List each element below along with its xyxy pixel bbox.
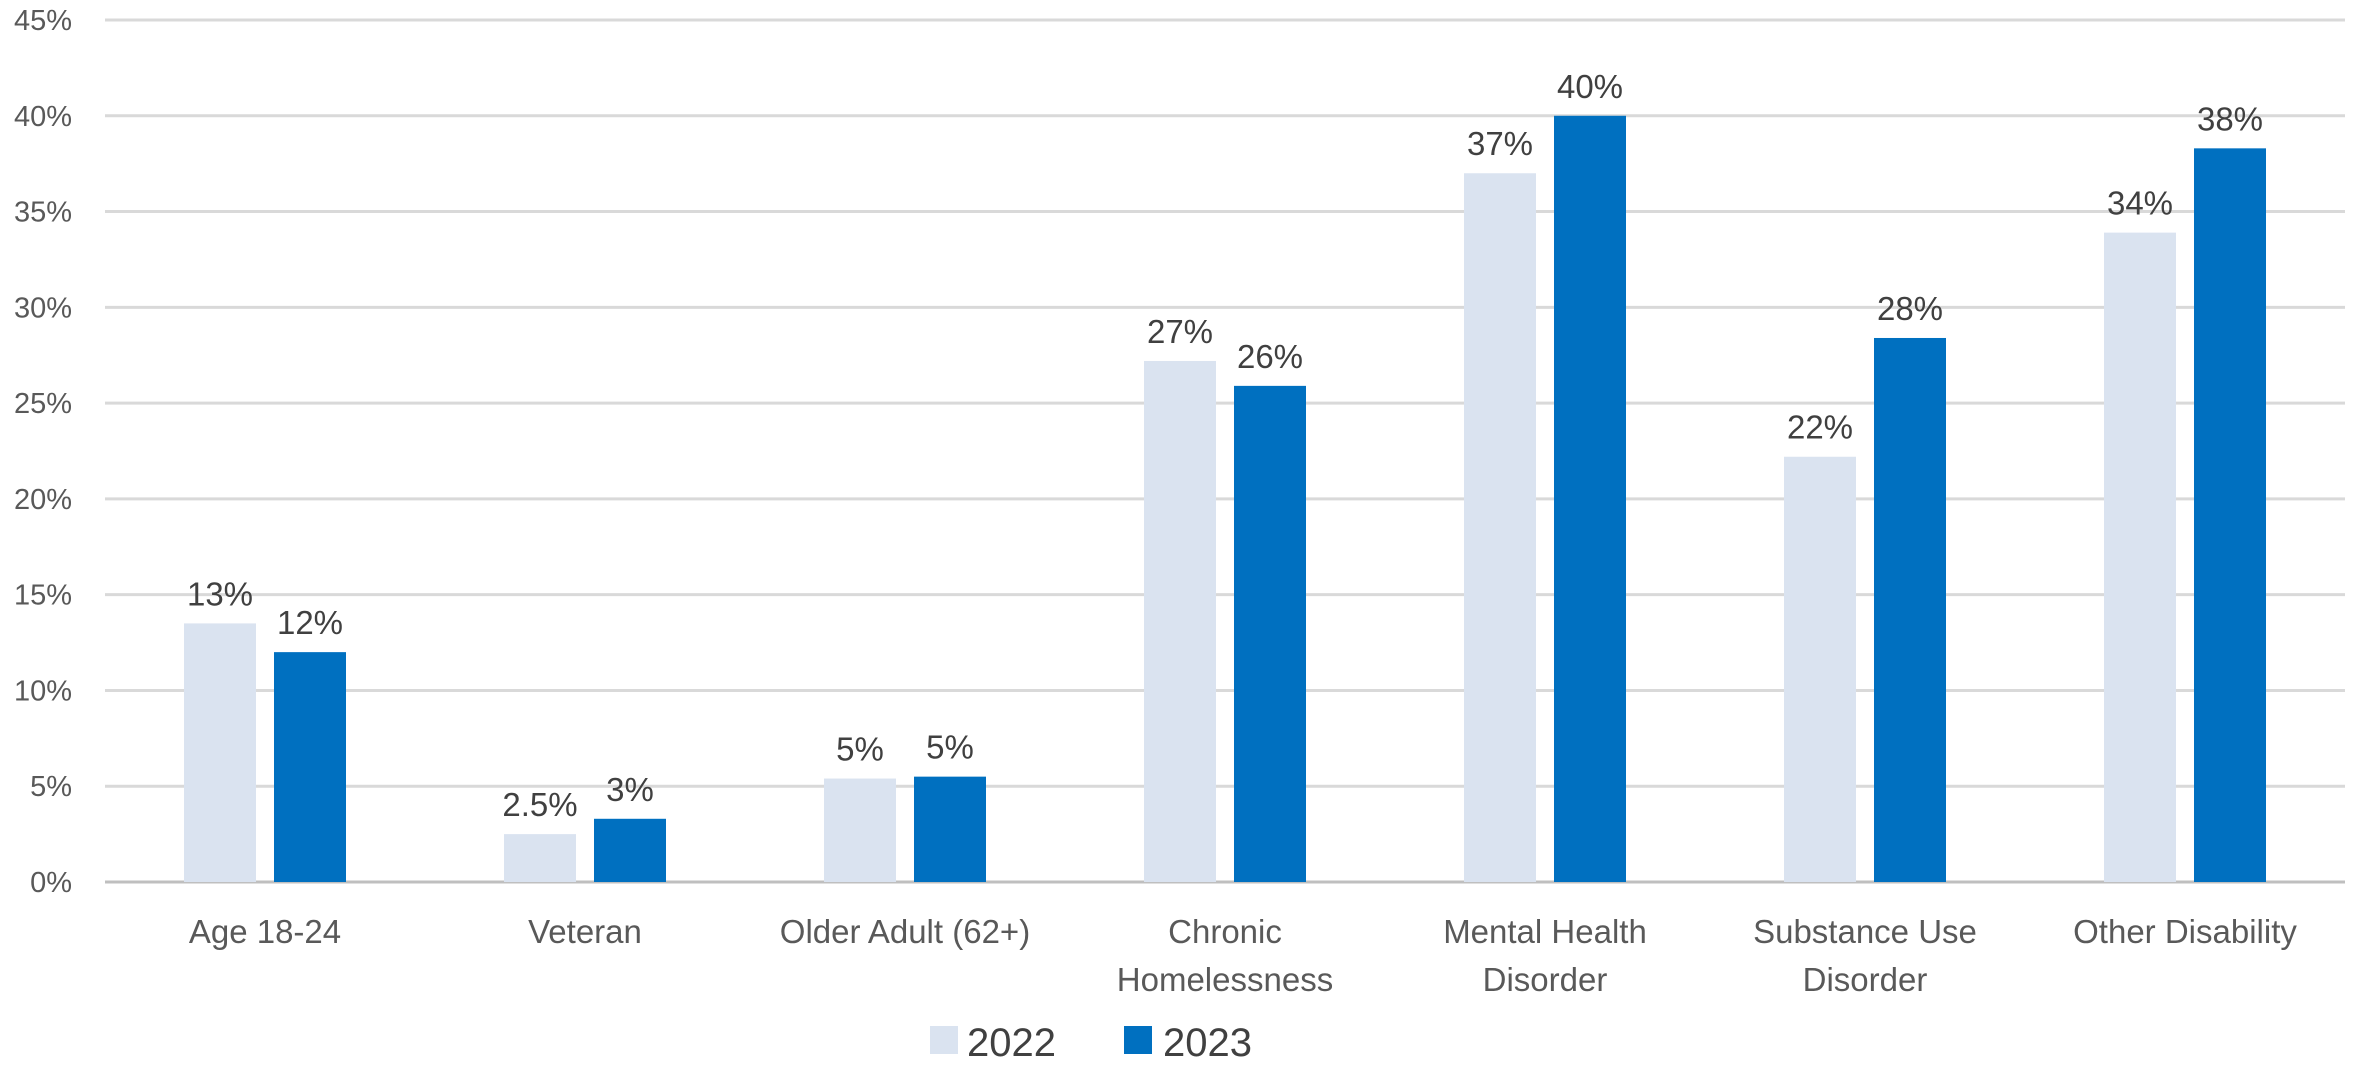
y-axis-tick-labels: 0% 5% 10% 15% 20% 25% 30% 35% 40% 45% [14, 5, 72, 899]
y-tick-label: 20% [14, 484, 72, 516]
bars [184, 115, 2266, 883]
y-tick-label: 40% [14, 101, 72, 133]
legend: 2022 2023 [930, 1021, 1252, 1065]
legend-label: 2023 [1163, 1021, 1252, 1065]
category-label: Veteran [528, 913, 642, 950]
y-tick-label: 30% [14, 292, 72, 324]
y-tick-label: 45% [14, 5, 72, 37]
data-label: 5% [926, 729, 974, 766]
bar-2022-1 [504, 834, 576, 882]
data-label: 34% [2107, 185, 2173, 222]
bar-2022-2 [824, 778, 896, 882]
data-label: 37% [1467, 125, 1533, 162]
category-label: Chronic [1168, 913, 1282, 950]
x-axis-category-labels: Age 18-24 Veteran Older Adult (62+) Chronic… [189, 913, 2298, 998]
y-tick-label: 0% [30, 867, 72, 899]
bar-2022-0 [184, 623, 256, 882]
data-label: 13% [187, 575, 253, 612]
data-label: 40% [1557, 68, 1623, 105]
bar-2022-5 [1784, 456, 1856, 882]
bar-2022-3 [1144, 360, 1216, 883]
category-label: Mental Health [1443, 913, 1647, 950]
category-label: Older Adult (62+) [780, 913, 1030, 950]
category-label: Age 18-24 [189, 913, 341, 950]
y-tick-label: 15% [14, 580, 72, 612]
bar-2023-4 [1554, 115, 1626, 883]
data-label: 26% [1237, 338, 1303, 375]
legend-label: 2022 [967, 1021, 1056, 1065]
category-label: Disorder [1803, 961, 1928, 998]
category-label: Other Disability [2073, 913, 2297, 950]
data-labels: 13% 12% 2.5% 3% 5% 5% 27% 26% 37% 40% 22% 28% 34% 38% [187, 68, 2263, 823]
data-label: 5% [836, 731, 884, 768]
data-label: 2.5% [502, 786, 577, 823]
legend-swatch-2023 [1124, 1026, 1152, 1054]
data-label: 22% [1787, 409, 1853, 446]
data-label: 12% [277, 604, 343, 641]
bar-2023-1 [594, 818, 666, 882]
bar-2023-5 [1874, 337, 1946, 883]
y-tick-label: 35% [14, 197, 72, 229]
data-label: 38% [2197, 100, 2263, 137]
y-tick-label: 10% [14, 675, 72, 707]
bar-2023-2 [914, 776, 986, 882]
category-label: Homelessness [1117, 961, 1333, 998]
y-tick-label: 25% [14, 388, 72, 420]
bar-2022-4 [1464, 173, 1536, 882]
gridlines [105, 18, 2345, 884]
category-label: Disorder [1483, 961, 1608, 998]
bar-2022-6 [2104, 232, 2176, 883]
data-label: 27% [1147, 313, 1213, 350]
data-label: 3% [606, 771, 654, 808]
y-tick-label: 5% [30, 771, 72, 803]
legend-swatch-2022 [930, 1026, 958, 1054]
category-label: Substance Use [1753, 913, 1977, 950]
bar-2023-3 [1234, 385, 1306, 882]
bar-2023-6 [2194, 148, 2266, 882]
data-label: 28% [1877, 290, 1943, 327]
bar-2023-0 [274, 652, 346, 882]
